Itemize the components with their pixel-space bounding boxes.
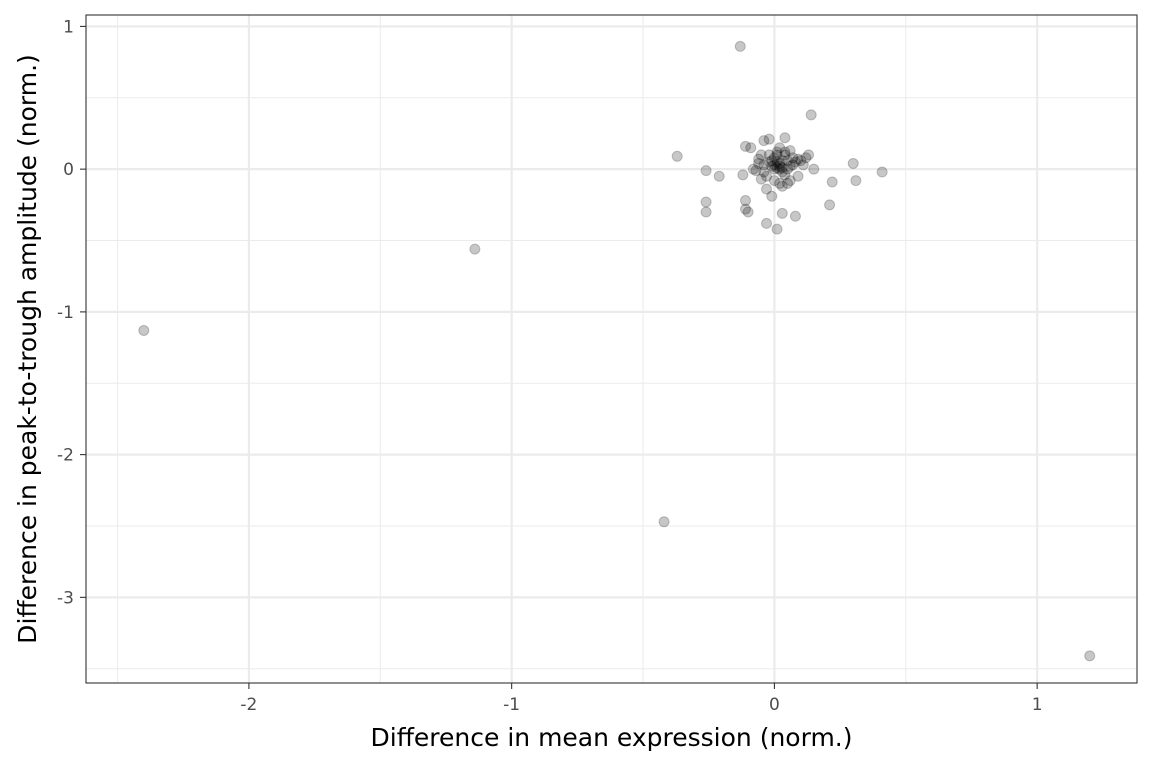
data-point — [737, 169, 749, 181]
data-point — [740, 195, 752, 207]
data-point — [763, 133, 775, 145]
y-tick-label: -2 — [57, 446, 74, 466]
data-point — [740, 203, 752, 215]
data-point — [774, 157, 786, 169]
data-point — [771, 149, 783, 161]
data-points — [138, 40, 1096, 662]
data-point — [876, 166, 888, 178]
data-point — [779, 132, 791, 144]
x-axis-ticks: -2 -1 0 1 — [240, 683, 1043, 715]
data-point — [784, 145, 796, 157]
data-point — [758, 159, 770, 171]
data-point — [768, 175, 780, 187]
data-point — [768, 159, 780, 171]
data-point — [771, 162, 783, 174]
y-axis-title: Difference in peak-to-trough amplitude (… — [13, 54, 42, 644]
data-point — [740, 140, 752, 152]
data-point — [803, 149, 815, 161]
y-tick-label: -1 — [57, 303, 74, 323]
data-point — [671, 150, 683, 162]
minor-gridlines — [86, 15, 1137, 683]
data-point — [782, 177, 794, 189]
data-point — [776, 162, 788, 174]
data-point — [658, 516, 670, 528]
data-point — [776, 207, 788, 219]
data-point — [771, 146, 783, 158]
x-tick-label: 0 — [769, 695, 780, 715]
data-point — [826, 176, 838, 188]
y-tick-label: 0 — [63, 160, 74, 180]
data-point — [761, 217, 773, 229]
data-point — [763, 149, 775, 161]
data-point — [779, 149, 791, 161]
data-point — [792, 170, 804, 182]
data-point — [784, 160, 796, 172]
data-point — [755, 173, 767, 185]
data-point — [776, 180, 788, 192]
data-point — [747, 163, 759, 175]
data-point — [787, 159, 799, 171]
data-point — [755, 149, 767, 161]
data-point — [753, 153, 765, 165]
data-point — [850, 175, 862, 187]
data-point — [700, 196, 712, 208]
major-gridlines — [86, 15, 1137, 683]
x-tick-label: -1 — [503, 695, 520, 715]
data-point — [758, 166, 770, 178]
data-point — [700, 165, 712, 177]
data-point — [774, 160, 786, 172]
data-point — [766, 160, 778, 172]
data-point — [847, 157, 859, 169]
data-point — [1084, 650, 1096, 662]
data-point — [758, 135, 770, 147]
panel-border — [85, 14, 1138, 684]
data-point — [766, 155, 778, 167]
data-point — [761, 183, 773, 195]
data-point — [771, 156, 783, 168]
data-point — [469, 243, 481, 255]
y-tick-label: -3 — [57, 588, 74, 608]
data-point — [768, 163, 780, 175]
y-axis-ticks: 1 0 -1 -2 -3 — [57, 17, 86, 608]
data-point — [774, 177, 786, 189]
data-point — [797, 159, 809, 171]
y-tick-label: 1 — [63, 17, 74, 37]
data-point — [776, 155, 788, 167]
data-point — [774, 163, 786, 175]
data-point — [761, 170, 773, 182]
data-point — [779, 169, 791, 181]
data-point — [734, 40, 746, 52]
data-point — [792, 153, 804, 165]
data-point — [789, 210, 801, 222]
data-point — [808, 163, 820, 175]
data-point — [787, 152, 799, 164]
data-point — [742, 206, 754, 218]
data-point — [753, 157, 765, 169]
data-point — [800, 152, 812, 164]
x-axis-title: Difference in mean expression (norm.) — [371, 723, 853, 752]
data-point — [782, 163, 794, 175]
data-point — [824, 199, 836, 211]
data-point — [774, 142, 786, 154]
data-point — [795, 155, 807, 167]
panel-background — [86, 15, 1137, 683]
data-point — [771, 223, 783, 235]
data-point — [768, 152, 780, 164]
data-point — [779, 146, 791, 158]
x-tick-label: 1 — [1032, 695, 1043, 715]
data-point — [745, 142, 757, 154]
data-point — [713, 170, 725, 182]
data-point — [766, 190, 778, 202]
data-point — [138, 324, 150, 336]
data-point — [750, 165, 762, 177]
x-tick-label: -2 — [240, 695, 257, 715]
data-point — [784, 175, 796, 187]
data-point — [776, 166, 788, 178]
data-point — [789, 156, 801, 168]
data-point — [805, 109, 817, 121]
data-point — [763, 156, 775, 168]
data-point — [700, 206, 712, 218]
data-point — [782, 155, 794, 167]
